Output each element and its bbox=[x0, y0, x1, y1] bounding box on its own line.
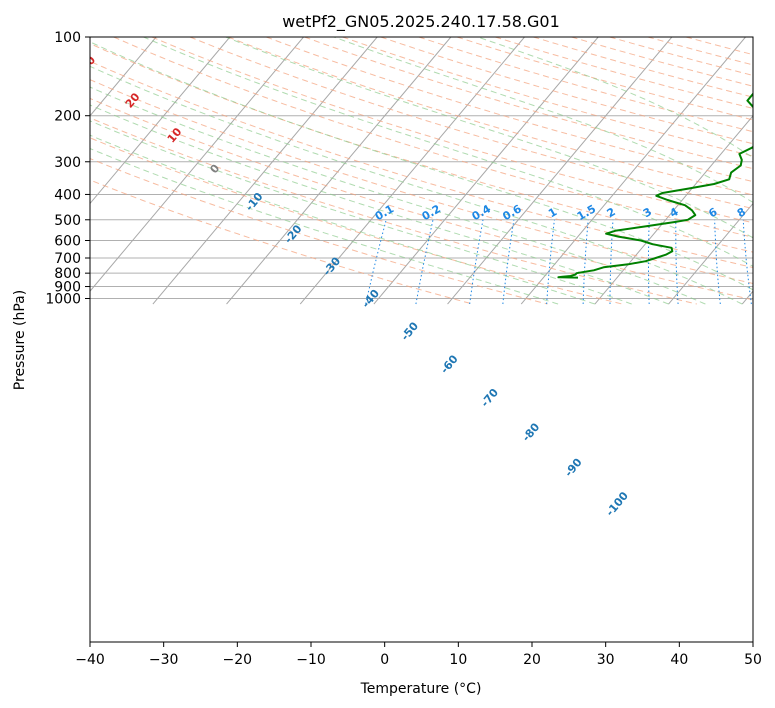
isotherm-line bbox=[226, 37, 452, 305]
isotherm-line bbox=[373, 37, 599, 305]
dry-adiabat-line bbox=[533, 37, 753, 98]
dry-adiabat-label: -40 bbox=[359, 287, 382, 311]
dry-adiabat-line bbox=[90, 60, 753, 269]
mixing-ratio-line bbox=[609, 219, 614, 304]
mixing-ratio-line bbox=[469, 219, 484, 305]
x-tick-label: 0 bbox=[380, 652, 389, 668]
dry-adiabat-line bbox=[266, 37, 753, 183]
isotherm-line bbox=[90, 37, 157, 117]
dry-adiabat-line bbox=[342, 37, 753, 157]
y-tick-label: 400 bbox=[54, 187, 81, 203]
x-tick-label: 50 bbox=[744, 652, 762, 668]
mixing-ratio-line bbox=[546, 219, 555, 304]
dry-adiabat-label: -80 bbox=[520, 420, 543, 444]
dry-adiabat-line bbox=[189, 37, 753, 210]
dry-adiabat-line bbox=[418, 37, 753, 133]
dry-adiabat-label: -20 bbox=[282, 222, 305, 246]
dry-adiabat-line bbox=[90, 137, 623, 305]
mixing-ratio-label: 2 bbox=[605, 205, 618, 220]
moist-adiabat-line bbox=[90, 120, 632, 305]
moist-adiabat-line bbox=[90, 86, 706, 305]
dry-adiabat-label: -100 bbox=[603, 489, 631, 519]
isotherm-line bbox=[668, 202, 753, 305]
x-tick-label: 30 bbox=[597, 652, 615, 668]
dry-adiabat-line bbox=[90, 43, 753, 253]
x-tick-label: −10 bbox=[296, 652, 326, 668]
dry-adiabat-line bbox=[685, 37, 753, 56]
plot-frame bbox=[89, 36, 754, 643]
x-tick-label: 10 bbox=[449, 652, 467, 668]
dewpoint-profile-line bbox=[557, 92, 753, 279]
isotherm-line bbox=[90, 37, 304, 292]
chart-title: wetPf2_GN05.2025.240.17.58.G01 bbox=[282, 12, 560, 32]
x-tick-label: −40 bbox=[75, 652, 105, 668]
moist-adiabat-line bbox=[90, 148, 559, 305]
dry-adiabat-line bbox=[90, 117, 697, 305]
y-tick-label: 600 bbox=[54, 233, 81, 249]
x-ticks: −40 −30 −20 −10 0 10 20 30 40 50 bbox=[75, 642, 762, 668]
y-tick-label: 700 bbox=[54, 251, 81, 267]
x-tick-label: 40 bbox=[670, 652, 688, 668]
mixing-ratio-line bbox=[675, 219, 679, 305]
moist-adiabat-line bbox=[143, 37, 753, 267]
dry-adiabat-label: -60 bbox=[438, 352, 461, 376]
y-tick-label: 1000 bbox=[45, 292, 81, 308]
dry-adiabat-label: -70 bbox=[478, 386, 501, 410]
dry-adiabat-line bbox=[456, 37, 753, 121]
y-tick-label: 100 bbox=[54, 30, 81, 46]
isotherm-line bbox=[0, 37, 9, 304]
dry-adiabat-label: 0 bbox=[207, 162, 222, 176]
profiles bbox=[557, 92, 753, 279]
dry-adiabat-label: -50 bbox=[398, 319, 421, 343]
isotherm-line bbox=[90, 37, 231, 205]
y-axis-label: Pressure (hPa) bbox=[12, 290, 28, 390]
moist-adiabat-line bbox=[90, 134, 596, 305]
x-tick-label: −30 bbox=[149, 652, 179, 668]
dry-adiabat-line bbox=[380, 37, 753, 145]
x-axis-label: Temperature (°C) bbox=[360, 681, 482, 697]
x-tick-label: 20 bbox=[523, 652, 541, 668]
dry-adiabat-line bbox=[113, 37, 753, 238]
mixing-ratio-label: 4 bbox=[667, 205, 680, 220]
dry-adiabat-label: 30 bbox=[78, 53, 98, 73]
moist-adiabat-line bbox=[90, 41, 753, 291]
dry-adiabat-line bbox=[151, 37, 753, 224]
dry-adiabat-label: -90 bbox=[562, 456, 585, 480]
dry-adiabat-line bbox=[495, 37, 753, 109]
y-tick-label: 200 bbox=[54, 109, 81, 125]
isotherm-line bbox=[447, 37, 673, 305]
mixing-ratio-label: 10 bbox=[754, 203, 774, 222]
moist-adiabat-line bbox=[477, 37, 753, 159]
isotherm-line bbox=[520, 37, 746, 305]
mixing-ratio-line bbox=[648, 219, 650, 305]
mixing-ratio-line bbox=[714, 219, 721, 305]
y-tick-label: 300 bbox=[54, 155, 81, 171]
mixing-ratio-label: 1 bbox=[546, 205, 559, 220]
moist-adiabat-line bbox=[90, 65, 743, 305]
dry-adiabat-label: 20 bbox=[123, 90, 143, 110]
background-lines bbox=[0, 37, 775, 305]
moist-adiabat-line bbox=[90, 104, 669, 305]
dry-adiabat-line bbox=[228, 37, 753, 196]
y-tick-label: 800 bbox=[54, 266, 81, 282]
y-tick-label: 500 bbox=[54, 213, 81, 229]
moist-adiabat-line bbox=[225, 37, 753, 239]
mixing-ratio-line bbox=[582, 219, 589, 305]
isotherm-line bbox=[299, 37, 525, 305]
y-tick-label: 900 bbox=[54, 280, 81, 296]
isotherm-line bbox=[152, 37, 378, 305]
x-tick-label: −20 bbox=[223, 652, 253, 668]
dry-adiabat-line bbox=[90, 158, 548, 305]
mixing-ratio-line bbox=[766, 220, 775, 304]
isotherm-line bbox=[594, 115, 753, 305]
